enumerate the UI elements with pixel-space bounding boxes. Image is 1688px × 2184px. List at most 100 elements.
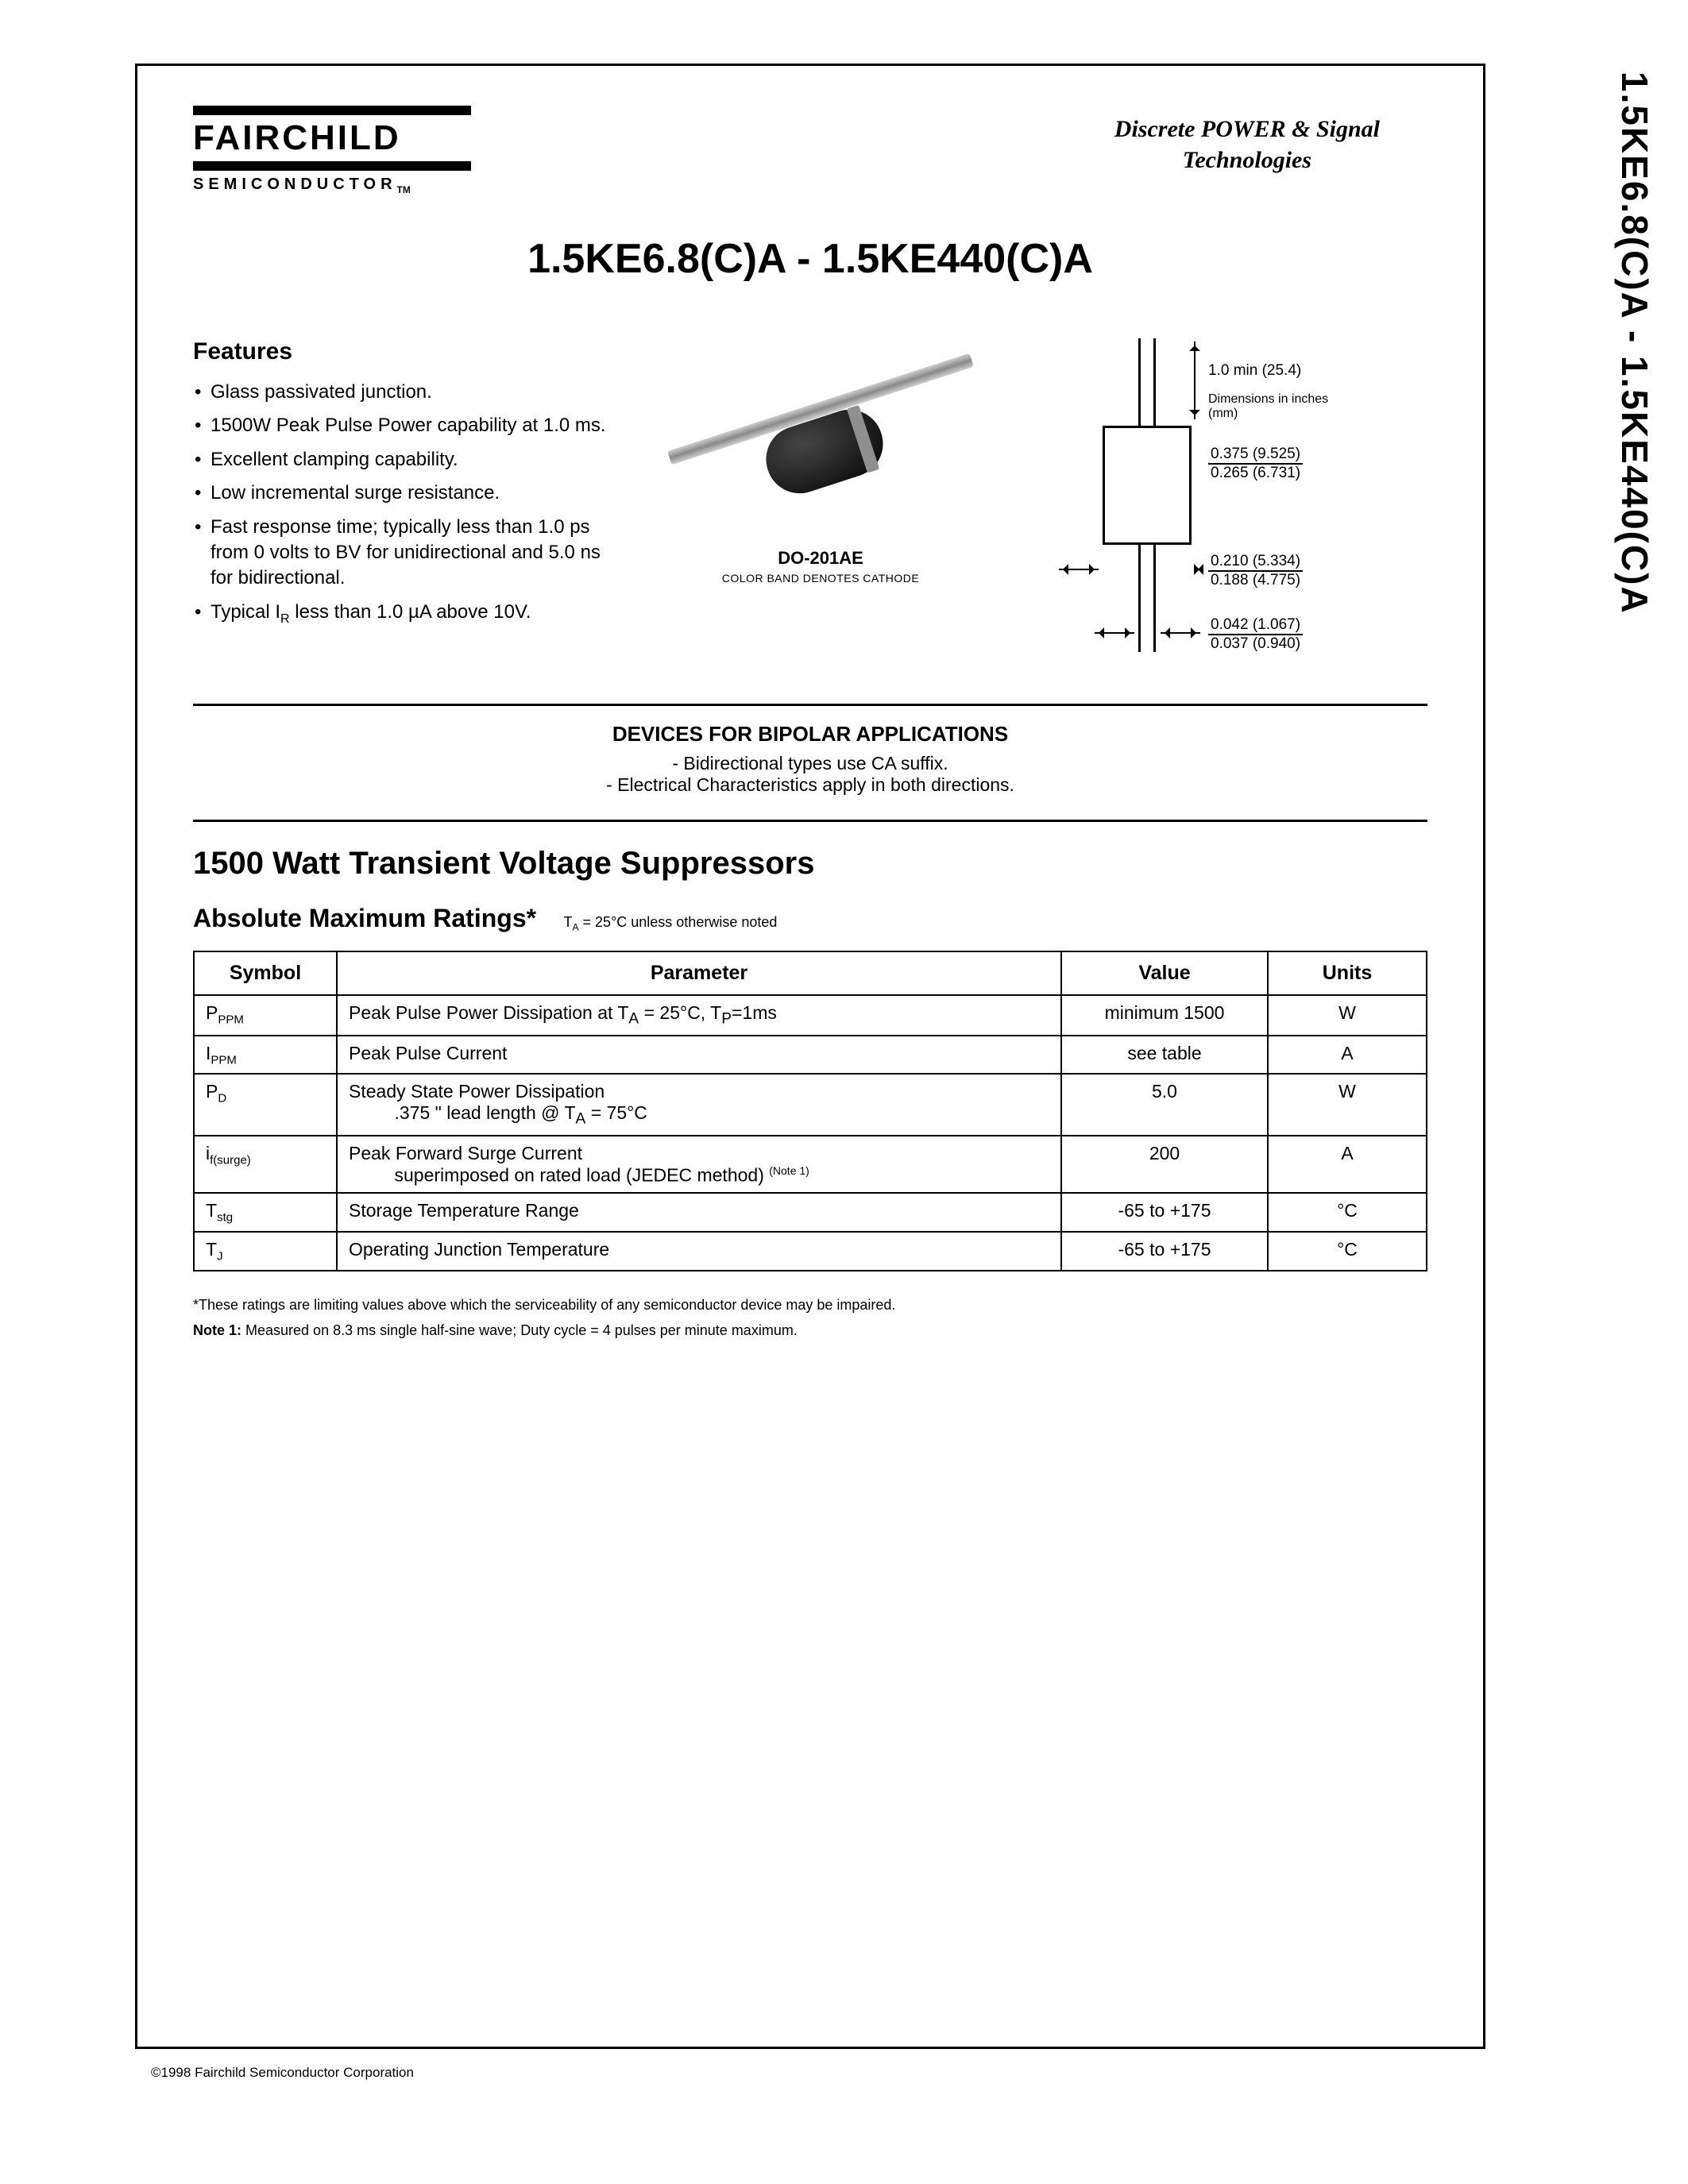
- footnote: *These ratings are limiting values above…: [193, 1294, 1427, 1317]
- separator-rule: [193, 704, 1427, 706]
- upper-block: Features Glass passivated junction. 1500…: [193, 338, 1427, 672]
- dim-body-dia: 0.375 (9.525) 0.265 (6.731): [1208, 446, 1303, 482]
- cell-symbol: PPPM: [194, 995, 337, 1036]
- table-row: IPPMPeak Pulse Currentsee tableA: [194, 1036, 1427, 1075]
- dim-arrow-icon: [1059, 569, 1099, 570]
- dim-arrow-icon: [1194, 341, 1196, 419]
- dim-frac-top: 0.210 (5.334): [1208, 553, 1303, 572]
- cell-units: °C: [1268, 1232, 1427, 1271]
- th-units: Units: [1268, 951, 1427, 995]
- dimensions-column: 1.0 min (25.4) Dimensions in inches (mm)…: [1035, 338, 1427, 672]
- dim-lead-bot-icon: [1138, 545, 1156, 652]
- package-note: COLOR BAND DENOTES CATHODE: [638, 572, 1003, 585]
- table-row: PDSteady State Power Dissipation .375 " …: [194, 1074, 1427, 1136]
- feature-item: Low incremental surge resistance.: [211, 480, 606, 506]
- features-section: Features Glass passivated junction. 1500…: [193, 338, 606, 672]
- cell-symbol: IPPM: [194, 1036, 337, 1075]
- ratings-table: Symbol Parameter Value Units PPPMPeak Pu…: [193, 951, 1427, 1271]
- header-row: FAIRCHILD SEMICONDUCTORTM Discrete POWER…: [193, 106, 1427, 195]
- side-vertical-title: 1.5KE6.8(C)A - 1.5KE440(C)A: [1613, 71, 1656, 747]
- cell-value: 200: [1061, 1136, 1268, 1194]
- package-name: DO-201AE: [638, 548, 1003, 569]
- ratings-condition: TA = 25°C unless otherwise noted: [564, 914, 778, 930]
- dim-body-len: 0.210 (5.334) 0.188 (4.775): [1208, 553, 1303, 589]
- logo-tm: TM: [397, 184, 411, 195]
- footnote: Note 1: Measured on 8.3 ms single half-s…: [193, 1319, 1427, 1342]
- cell-value: -65 to +175: [1061, 1193, 1268, 1232]
- page-frame: FAIRCHILD SEMICONDUCTORTM Discrete POWER…: [135, 64, 1485, 2049]
- dim-arrow-icon: [1095, 632, 1134, 634]
- logo-sub-text: SEMICONDUCTOR: [193, 176, 397, 193]
- header-tagline: Discrete POWER & Signal Technologies: [1114, 106, 1427, 176]
- logo: FAIRCHILD SEMICONDUCTORTM: [193, 106, 471, 195]
- table-row: TJOperating Junction Temperature-65 to +…: [194, 1232, 1427, 1271]
- table-row: if(surge)Peak Forward Surge Current supe…: [194, 1136, 1427, 1194]
- cell-symbol: if(surge): [194, 1136, 337, 1194]
- cell-parameter: Peak Pulse Power Dissipation at TA = 25°…: [337, 995, 1061, 1036]
- main-title: 1.5KE6.8(C)A - 1.5KE440(C)A: [193, 235, 1427, 283]
- bipolar-heading: DEVICES FOR BIPOLAR APPLICATIONS: [193, 722, 1427, 747]
- dim-frac-bot: 0.265 (6.731): [1208, 465, 1303, 482]
- copyright: ©1998 Fairchild Semiconductor Corporatio…: [151, 2065, 414, 2081]
- cell-parameter: Operating Junction Temperature: [337, 1232, 1061, 1271]
- bipolar-section: DEVICES FOR BIPOLAR APPLICATIONS - Bidir…: [193, 722, 1427, 796]
- logo-bar: [193, 161, 471, 171]
- th-parameter: Parameter: [337, 951, 1061, 995]
- cell-parameter: Peak Forward Surge Current superimposed …: [337, 1136, 1061, 1194]
- package-column: DO-201AE COLOR BAND DENOTES CATHODE: [638, 338, 1003, 672]
- bipolar-line: - Electrical Characteristics apply in bo…: [193, 774, 1427, 796]
- package-illustration: [654, 346, 987, 537]
- feature-item: Excellent clamping capability.: [211, 447, 606, 473]
- dim-arrow-icon: [1161, 632, 1200, 634]
- cell-value: see table: [1061, 1036, 1268, 1075]
- dim-arrow-icon: [1194, 569, 1203, 570]
- table-row: TstgStorage Temperature Range-65 to +175…: [194, 1193, 1427, 1232]
- cell-parameter: Storage Temperature Range: [337, 1193, 1061, 1232]
- cell-symbol: TJ: [194, 1232, 337, 1271]
- features-list: Glass passivated junction. 1500W Peak Pu…: [193, 380, 606, 627]
- bipolar-line: - Bidirectional types use CA suffix.: [193, 753, 1427, 774]
- cell-units: W: [1268, 995, 1427, 1036]
- cell-units: °C: [1268, 1193, 1427, 1232]
- dim-lead-dia: 0.042 (1.067) 0.037 (0.940): [1208, 616, 1303, 653]
- ratings-heading: Absolute Maximum Ratings*: [193, 904, 536, 933]
- cell-value: -65 to +175: [1061, 1232, 1268, 1271]
- cell-value: minimum 1500: [1061, 995, 1268, 1036]
- cell-units: A: [1268, 1036, 1427, 1075]
- tagline-line2: Technologies: [1114, 145, 1380, 176]
- tagline-line1: Discrete POWER & Signal: [1114, 114, 1380, 145]
- feature-item: Fast response time; typically less than …: [211, 515, 606, 592]
- dim-lead-top-icon: [1138, 338, 1156, 426]
- cell-units: W: [1268, 1074, 1427, 1136]
- logo-brand: FAIRCHILD: [193, 118, 471, 158]
- ratings-heading-row: Absolute Maximum Ratings* TA = 25°C unle…: [193, 904, 1427, 933]
- cell-value: 5.0: [1061, 1074, 1268, 1136]
- dim-lead-length: 1.0 min (25.4): [1208, 362, 1301, 380]
- th-value: Value: [1061, 951, 1268, 995]
- cell-symbol: Tstg: [194, 1193, 337, 1232]
- logo-sub: SEMICONDUCTORTM: [193, 176, 471, 195]
- dimension-drawing: 1.0 min (25.4) Dimensions in inches (mm)…: [1051, 338, 1329, 672]
- separator-rule: [193, 820, 1427, 822]
- cell-symbol: PD: [194, 1074, 337, 1136]
- cell-parameter: Steady State Power Dissipation .375 " le…: [337, 1074, 1061, 1136]
- feature-item: Typical IR less than 1.0 µA above 10V.: [211, 600, 606, 627]
- cell-units: A: [1268, 1136, 1427, 1194]
- dim-frac-bot: 0.037 (0.940): [1208, 635, 1303, 653]
- dim-frac-top: 0.375 (9.525): [1208, 446, 1303, 465]
- footnotes: *These ratings are limiting values above…: [193, 1294, 1427, 1343]
- dim-units-note: Dimensions in inches (mm): [1208, 392, 1329, 422]
- feature-item: 1500W Peak Pulse Power capability at 1.0…: [211, 413, 606, 438]
- cell-parameter: Peak Pulse Current: [337, 1036, 1061, 1075]
- dim-frac-top: 0.042 (1.067): [1208, 616, 1303, 635]
- feature-item: Glass passivated junction.: [211, 380, 606, 405]
- section-title: 1500 Watt Transient Voltage Suppressors: [193, 846, 1427, 882]
- table-row: PPPMPeak Pulse Power Dissipation at TA =…: [194, 995, 1427, 1036]
- dim-frac-bot: 0.188 (4.775): [1208, 572, 1303, 589]
- package-band-icon: [847, 405, 879, 473]
- th-symbol: Symbol: [194, 951, 337, 995]
- table-header-row: Symbol Parameter Value Units: [194, 951, 1427, 995]
- features-heading: Features: [193, 338, 606, 365]
- dim-body-icon: [1103, 426, 1192, 545]
- logo-bar: [193, 106, 471, 115]
